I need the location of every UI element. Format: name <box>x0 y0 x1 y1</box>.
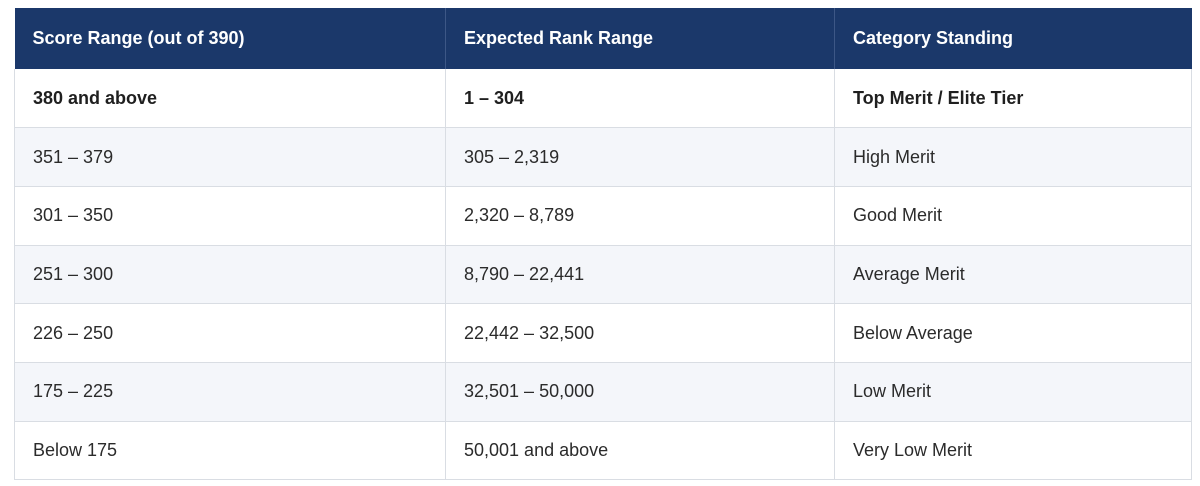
score-rank-table: Score Range (out of 390) Expected Rank R… <box>14 8 1192 481</box>
score-range-cell: 351 – 379 <box>14 127 446 187</box>
header-category-standing: Category Standing <box>834 8 1192 69</box>
rank-range-cell: 32,501 – 50,000 <box>445 362 835 422</box>
score-range-cell: 301 – 350 <box>14 186 446 246</box>
score-range-cell: 251 – 300 <box>14 245 446 305</box>
category-cell: Top Merit / Elite Tier <box>834 69 1192 129</box>
category-cell: Good Merit <box>834 186 1192 246</box>
score-range-cell: 226 – 250 <box>14 303 446 363</box>
table-row: Below 175 50,001 and above Very Low Meri… <box>14 421 1192 481</box>
table-header: Score Range (out of 390) Expected Rank R… <box>14 8 1192 69</box>
rank-range-cell: 22,442 – 32,500 <box>445 303 835 363</box>
table-row: 251 – 300 8,790 – 22,441 Average Merit <box>14 245 1192 305</box>
score-range-cell: 175 – 225 <box>14 362 446 422</box>
header-expected-rank-range: Expected Rank Range <box>445 8 835 69</box>
category-cell: Average Merit <box>834 245 1192 305</box>
table-body: 380 and above 1 – 304 Top Merit / Elite … <box>14 69 1192 481</box>
rank-range-cell: 1 – 304 <box>445 69 835 129</box>
header-row: Score Range (out of 390) Expected Rank R… <box>14 8 1192 69</box>
table-row: 351 – 379 305 – 2,319 High Merit <box>14 127 1192 187</box>
category-cell: High Merit <box>834 127 1192 187</box>
rank-range-cell: 50,001 and above <box>445 421 835 481</box>
category-cell: Below Average <box>834 303 1192 363</box>
score-range-cell: Below 175 <box>14 421 446 481</box>
header-score-range: Score Range (out of 390) <box>14 8 446 69</box>
rank-range-cell: 305 – 2,319 <box>445 127 835 187</box>
table-row: 175 – 225 32,501 – 50,000 Low Merit <box>14 362 1192 422</box>
category-cell: Low Merit <box>834 362 1192 422</box>
category-cell: Very Low Merit <box>834 421 1192 481</box>
rank-range-cell: 8,790 – 22,441 <box>445 245 835 305</box>
table-row: 380 and above 1 – 304 Top Merit / Elite … <box>14 69 1192 129</box>
table-row: 226 – 250 22,442 – 32,500 Below Average <box>14 303 1192 363</box>
rank-range-cell: 2,320 – 8,789 <box>445 186 835 246</box>
score-range-cell: 380 and above <box>14 69 446 129</box>
rank-table-container: Score Range (out of 390) Expected Rank R… <box>14 8 1192 481</box>
table-row: 301 – 350 2,320 – 8,789 Good Merit <box>14 186 1192 246</box>
